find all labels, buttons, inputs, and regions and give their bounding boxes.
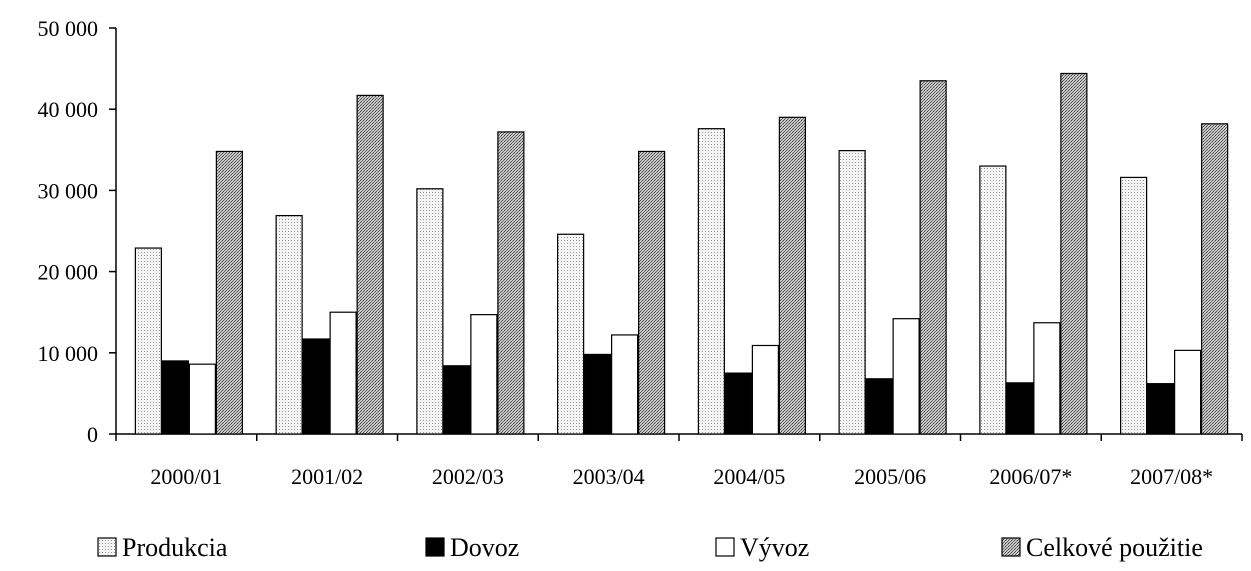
- x-tick-label: 2006/07*: [989, 464, 1072, 489]
- x-tick-label: 2000/01: [150, 464, 222, 489]
- bar-v-voz-2000-01: [188, 363, 216, 435]
- bar-produkcia-2001-02: [275, 214, 303, 435]
- bar-celkov-pou-itie-2007-08-: [1201, 123, 1229, 435]
- bar-produkcia-2005-06: [838, 150, 866, 435]
- bar-produkcia-2002-03: [416, 188, 444, 435]
- bar-dovoz-2006-07-: [1006, 382, 1034, 435]
- legend-swatch: [425, 537, 445, 557]
- legend: Produkcia Dovoz Vývoz Celkové použitie: [97, 533, 1203, 562]
- legend-swatch: [1001, 537, 1021, 557]
- legend-label: Dovoz: [450, 533, 519, 562]
- bar-celkov-pou-itie-2006-07-: [1060, 72, 1088, 435]
- y-tick-label: 50 000: [38, 16, 99, 41]
- y-tick-label: 30 000: [38, 178, 99, 203]
- x-tick-label: 2003/04: [573, 464, 645, 489]
- bar-dovoz-2007-08-: [1147, 383, 1175, 435]
- bars: [134, 72, 1229, 435]
- bar-v-voz-2004-05: [751, 344, 779, 435]
- bar-dovoz-2004-05: [724, 372, 752, 435]
- bar-dovoz-2002-03: [443, 365, 471, 435]
- bar-dovoz-2003-04: [584, 353, 612, 435]
- y-tick-label: 40 000: [38, 97, 99, 122]
- bar-produkcia-2000-01: [134, 247, 162, 435]
- bar-celkov-pou-itie-2003-04: [638, 150, 666, 435]
- legend-label: Produkcia: [122, 533, 228, 562]
- bar-produkcia-2006-07-: [979, 165, 1007, 435]
- legend-swatch: [97, 537, 117, 557]
- bar-dovoz-2005-06: [865, 378, 893, 435]
- bar-celkov-pou-itie-2000-01: [215, 150, 243, 435]
- bar-v-voz-2005-06: [892, 318, 920, 435]
- x-tick-label: 2007/08*: [1130, 464, 1213, 489]
- bar-v-voz-2001-02: [329, 311, 357, 435]
- legend-label: Celkové použitie: [1026, 533, 1203, 562]
- bar-v-voz-2002-03: [470, 314, 498, 435]
- x-tick-labels: 2000/01 2001/02 2002/03 2003/04 2004/05 2005/…: [150, 464, 1213, 489]
- bar-v-voz-2007-08-: [1174, 349, 1202, 435]
- y-tick-label: 20 000: [38, 260, 99, 285]
- bar-dovoz-2001-02: [302, 338, 330, 435]
- x-tick-label: 2004/05: [713, 464, 785, 489]
- y-axis: 0 10 000 20 000 30 000 40 000 50 000: [38, 16, 117, 447]
- bar-celkov-pou-itie-2005-06: [919, 80, 947, 435]
- bar-produkcia-2007-08-: [1120, 176, 1148, 435]
- legend-label: Vývoz: [740, 533, 809, 562]
- bar-v-voz-2006-07-: [1033, 322, 1061, 435]
- y-tick-label: 0: [87, 422, 98, 447]
- legend-swatch: [715, 537, 735, 557]
- x-tick-label: 2002/03: [432, 464, 504, 489]
- bar-dovoz-2000-01: [161, 360, 189, 435]
- bar-produkcia-2004-05: [697, 128, 725, 435]
- bar-celkov-pou-itie-2002-03: [497, 131, 525, 435]
- bar-celkov-pou-itie-2001-02: [356, 94, 384, 435]
- y-tick-label: 10 000: [38, 341, 99, 366]
- bar-v-voz-2003-04: [611, 334, 639, 435]
- x-axis: [115, 433, 1243, 441]
- x-tick-label: 2001/02: [291, 464, 363, 489]
- bar-celkov-pou-itie-2004-05: [778, 116, 806, 435]
- x-tick-label: 2005/06: [854, 464, 926, 489]
- bar-produkcia-2003-04: [557, 233, 585, 435]
